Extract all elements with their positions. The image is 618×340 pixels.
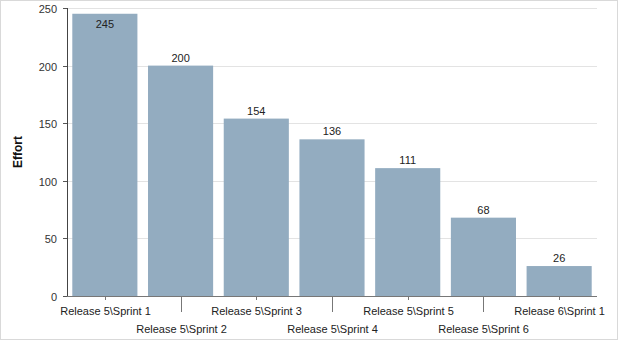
frame bbox=[1, 1, 618, 340]
y-axis-label: Effort bbox=[11, 136, 25, 168]
grid-line bbox=[67, 66, 597, 67]
x-tick bbox=[332, 296, 333, 312]
x-tick bbox=[483, 296, 484, 312]
y-tick-label: 100 bbox=[39, 176, 57, 188]
bar bbox=[375, 168, 440, 296]
data-label: 245 bbox=[96, 18, 114, 30]
y-tick-label: 0 bbox=[51, 291, 57, 303]
y-tick-label: 50 bbox=[45, 233, 57, 245]
chart-container: 0 50 100 150 200 250 245 200 154 136 111 68 26 Releas… bbox=[0, 0, 618, 340]
x-tick-label: Release 5\Sprint 2 bbox=[136, 323, 227, 335]
y-tick bbox=[63, 181, 67, 182]
bar bbox=[451, 218, 516, 296]
data-label: 154 bbox=[247, 105, 265, 117]
data-label: 26 bbox=[553, 252, 565, 264]
y-tick-label: 200 bbox=[39, 61, 57, 73]
x-tick-label: Release 5\Sprint 5 bbox=[363, 305, 454, 317]
y-tick bbox=[63, 238, 67, 239]
x-tick bbox=[256, 296, 257, 300]
y-tick-label: 150 bbox=[39, 118, 57, 130]
bar bbox=[148, 66, 213, 296]
x-tick-label: Release 5\Sprint 6 bbox=[438, 323, 529, 335]
data-label: 68 bbox=[477, 204, 489, 216]
grid-line bbox=[67, 123, 597, 124]
x-tick bbox=[408, 296, 409, 300]
y-tick bbox=[63, 296, 67, 297]
x-tick-label: Release 6\Sprint 1 bbox=[514, 305, 605, 317]
x-tick bbox=[559, 296, 560, 300]
x-tick bbox=[181, 296, 182, 312]
data-label: 200 bbox=[171, 52, 189, 64]
y-tick bbox=[63, 8, 67, 9]
bar bbox=[527, 266, 592, 296]
bar bbox=[72, 14, 137, 296]
x-tick bbox=[105, 296, 106, 300]
grid-line bbox=[67, 8, 597, 9]
bar bbox=[224, 119, 289, 296]
x-tick-label: Release 5\Sprint 3 bbox=[211, 305, 302, 317]
bar bbox=[299, 139, 364, 296]
y-tick bbox=[63, 66, 67, 67]
y-axis bbox=[67, 8, 68, 296]
x-tick-label: Release 5\Sprint 1 bbox=[60, 305, 151, 317]
chart-svg: 0 50 100 150 200 250 245 200 154 136 111 68 26 Releas… bbox=[0, 0, 618, 340]
data-label: 111 bbox=[399, 154, 416, 166]
data-labels: 245 200 154 136 111 68 26 bbox=[96, 18, 566, 264]
x-tick-label: Release 5\Sprint 4 bbox=[287, 323, 378, 335]
y-tick bbox=[63, 123, 67, 124]
y-tick-label: 250 bbox=[39, 3, 57, 15]
bars bbox=[72, 14, 591, 296]
data-label: 136 bbox=[323, 125, 341, 137]
